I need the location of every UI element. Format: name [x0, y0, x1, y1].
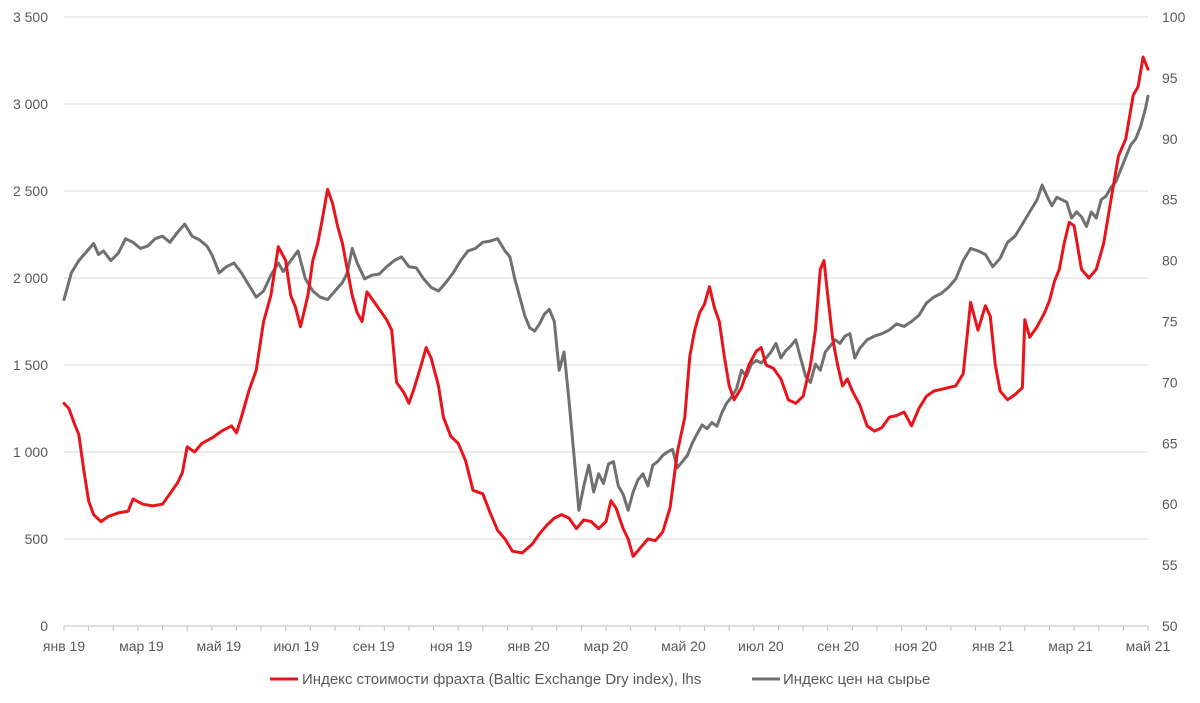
right-axis-tick-label: 50: [1162, 618, 1178, 634]
x-axis-tick-label: янв 20: [507, 638, 549, 654]
right-axis-tick-label: 95: [1162, 70, 1178, 86]
commodity-index-line: [62, 94, 1150, 512]
left-axis-tick-label: 1 000: [13, 444, 48, 460]
x-axis-tick-label: янв 19: [43, 638, 85, 654]
left-axis-tick-label: 2 500: [13, 183, 48, 199]
legend-label-freight: Индекс стоимости фрахта (Baltic Exchange…: [302, 671, 701, 688]
right-axis-tick-label: 70: [1162, 374, 1178, 390]
x-axis-tick-label: янв 21: [972, 638, 1014, 654]
x-axis-tick-label: мар 21: [1048, 638, 1093, 654]
x-axis-tick-label: сен 19: [353, 638, 395, 654]
x-axis-tick-label: мар 20: [584, 638, 629, 654]
legend-label-commodity: Индекс цен на сырье: [783, 671, 930, 688]
right-axis-tick-label: 55: [1162, 557, 1178, 573]
x-axis-tick-label: сен 20: [817, 638, 859, 654]
x-axis-tick-label: май 21: [1126, 638, 1171, 654]
right-axis-tick-label: 100: [1162, 9, 1186, 25]
x-axis-tick-label: июл 19: [273, 638, 319, 654]
x-axis-tick-label: май 19: [197, 638, 242, 654]
x-axis-tick-label: мар 19: [119, 638, 164, 654]
right-axis-tick-label: 75: [1162, 314, 1178, 330]
series-lines: [62, 55, 1150, 558]
x-axis-tick-label: июл 20: [738, 638, 784, 654]
left-axis-ticks: 0 500 1 000 1 500 2 000 2 500 3 000 3 500: [13, 9, 48, 634]
left-axis-tick-label: 2 000: [13, 270, 48, 286]
left-axis-tick-label: 3 500: [13, 9, 48, 25]
right-axis-tick-label: 65: [1162, 435, 1178, 451]
left-axis-tick-label: 0: [40, 618, 48, 634]
grid-lines: [64, 16, 1148, 627]
right-axis-tick-label: 60: [1162, 496, 1178, 512]
x-axis-tick-label: ноя 20: [894, 638, 937, 654]
legend: Индекс стоимости фрахта (Baltic Exchange…: [270, 671, 930, 688]
x-axis-tick-label: ноя 19: [430, 638, 473, 654]
right-axis-tick-label: 90: [1162, 131, 1178, 147]
x-axis-tick-label: май 20: [661, 638, 706, 654]
right-axis-ticks: 50 55 60 65 70 75 80 85 90 95 100: [1162, 9, 1186, 634]
left-axis-tick-label: 500: [25, 531, 49, 547]
freight-index-line: [62, 55, 1150, 558]
right-axis-tick-label: 80: [1162, 253, 1178, 269]
x-axis-ticks: янв 19 мар 19 май 19 июл 19 сен 19 ноя 19 янв …: [43, 626, 1171, 654]
left-axis-tick-label: 1 500: [13, 357, 48, 373]
left-axis-tick-label: 3 000: [13, 96, 48, 112]
right-axis-tick-label: 85: [1162, 192, 1178, 208]
